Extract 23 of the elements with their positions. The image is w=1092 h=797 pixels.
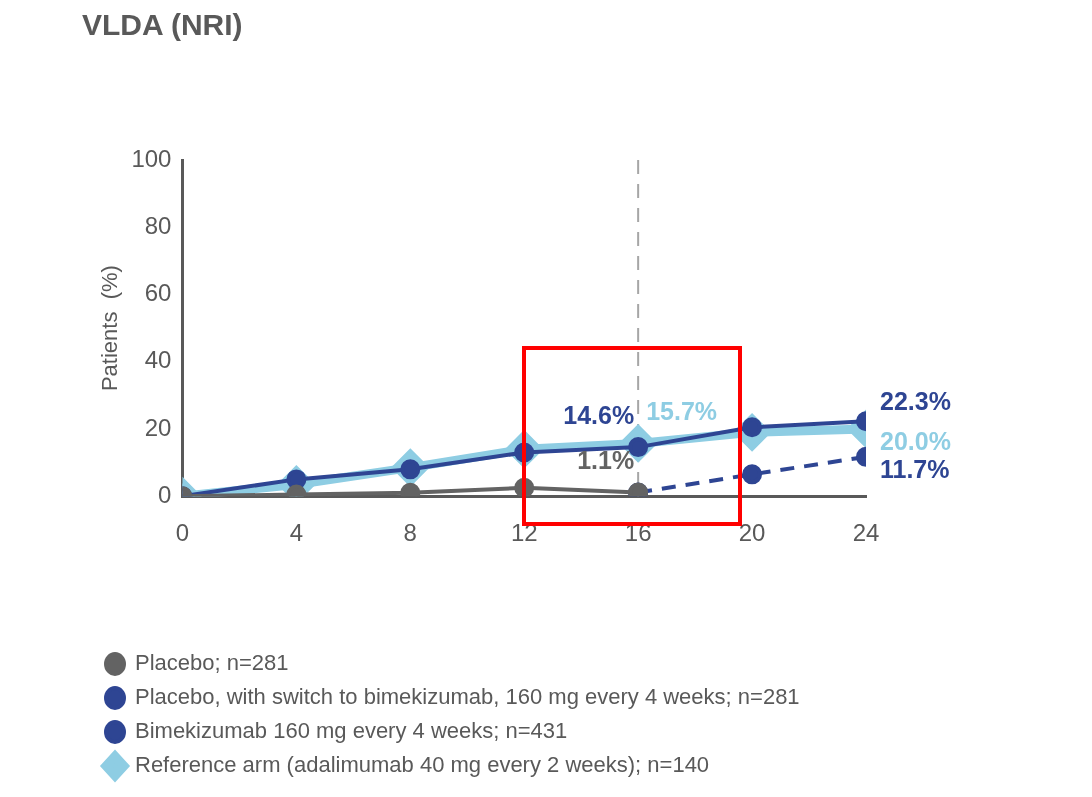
data-label: 1.1% [577, 446, 635, 475]
legend-label: Placebo, with switch to bimekizumab, 160 mg every 4 weeks; n=281 [135, 684, 800, 710]
data-label: 22.3% [880, 387, 951, 416]
x-tick-label: 8 [403, 519, 417, 547]
x-tick-label: 4 [289, 519, 304, 547]
data-label: 15.7% [646, 397, 718, 426]
y-tick-label: 20 [144, 413, 172, 441]
data-label: 11.7% [880, 454, 950, 483]
y-tick-label: 40 [144, 346, 172, 374]
x-tick-label: 24 [852, 519, 880, 547]
y-tick-label: 0 [158, 480, 172, 508]
y-tick-label: 60 [144, 279, 172, 307]
chart-title: VLDA (NRI) [82, 8, 243, 42]
x-tick-label: 20 [738, 519, 766, 547]
data-label: 14.6% [563, 401, 635, 430]
x-tick-label: 0 [175, 519, 190, 547]
y-tick-label: 80 [144, 211, 172, 239]
y-tick-label: 100 [131, 144, 172, 172]
legend-label: Reference arm (adalimumab 40 mg every 2 weeks); n=140 [135, 752, 710, 778]
y-axis-title: Patients (%) [97, 265, 123, 392]
legend-label: Placebo; n=281 [135, 650, 289, 676]
legend-label: Bimekizumab 160 mg every 4 weeks; n=431 [135, 718, 568, 744]
data-label: 20.0% [880, 426, 951, 455]
